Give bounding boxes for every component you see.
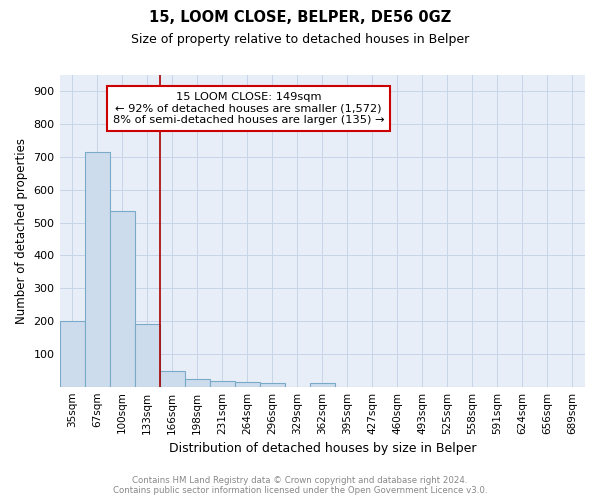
Y-axis label: Number of detached properties: Number of detached properties (15, 138, 28, 324)
Bar (110, 211, 134, 386)
Bar (260, 384, 285, 386)
Bar (85, 152, 110, 386)
Text: 15 LOOM CLOSE: 149sqm
← 92% of detached houses are smaller (1,572)
8% of semi-de: 15 LOOM CLOSE: 149sqm ← 92% of detached … (113, 92, 385, 126)
Bar (134, 324, 160, 386)
Bar (185, 380, 209, 386)
Bar (209, 382, 235, 386)
Text: 15, LOOM CLOSE, BELPER, DE56 0GZ: 15, LOOM CLOSE, BELPER, DE56 0GZ (149, 10, 451, 25)
Text: Size of property relative to detached houses in Belper: Size of property relative to detached ho… (131, 32, 469, 46)
Bar (310, 384, 335, 386)
Text: Contains HM Land Registry data © Crown copyright and database right 2024.
Contai: Contains HM Land Registry data © Crown c… (113, 476, 487, 495)
Bar (59, 321, 85, 386)
Bar (160, 372, 185, 386)
X-axis label: Distribution of detached houses by size in Belper: Distribution of detached houses by size … (169, 442, 476, 455)
Bar (235, 382, 260, 386)
